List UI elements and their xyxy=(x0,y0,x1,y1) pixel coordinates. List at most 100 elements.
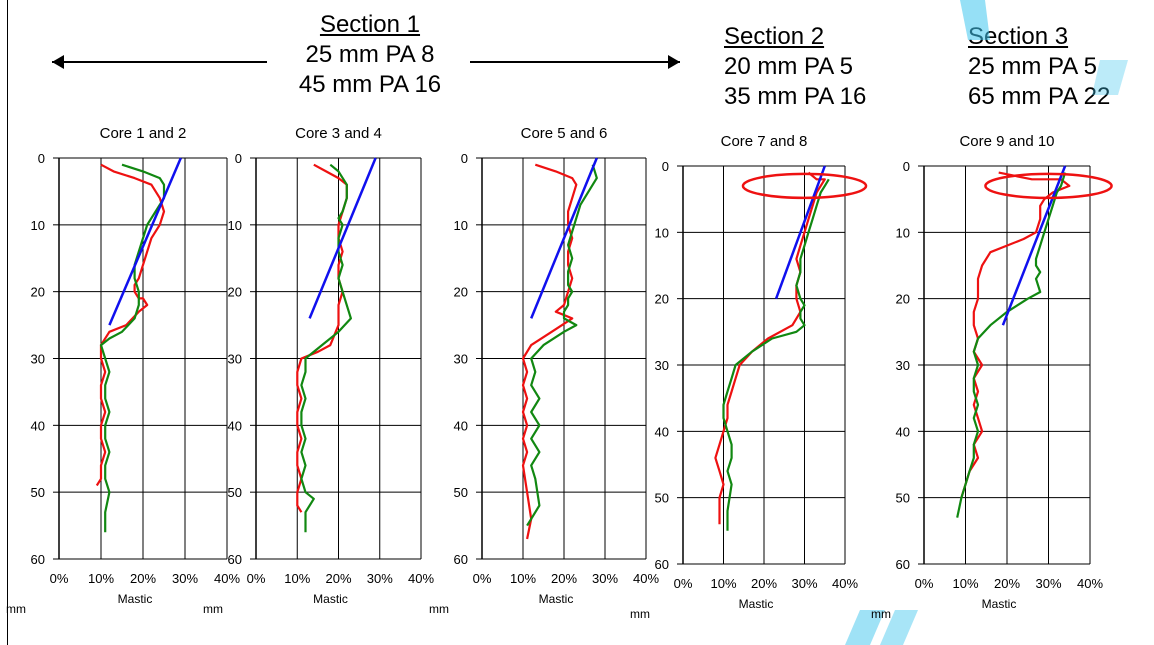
x-axis-label: Mastic xyxy=(739,597,774,611)
y-tick-label: 20 xyxy=(896,292,910,307)
y-tick-label: 60 xyxy=(896,557,910,572)
x-tick-label: 30% xyxy=(791,576,817,591)
x-axis-label: Mastic xyxy=(118,592,153,606)
highlight-ellipse xyxy=(741,172,868,200)
section-1-title: Section 1 xyxy=(319,11,421,38)
series-line-green xyxy=(956,172,1067,518)
y-tick-label: 60 xyxy=(228,552,242,567)
y-tick-label: 60 xyxy=(655,557,669,572)
series-line-red xyxy=(714,171,826,525)
y-tick-label: 50 xyxy=(31,485,45,500)
x-tick-label: 40% xyxy=(832,576,858,591)
x-tick-label: 20% xyxy=(325,571,351,586)
y-tick-label: 30 xyxy=(454,352,468,367)
y-tick-label: 30 xyxy=(896,358,910,373)
section-1-left-arrow xyxy=(52,55,267,69)
y-tick-label: 20 xyxy=(31,285,45,300)
y-tick-label: 50 xyxy=(655,491,669,506)
section-2-header: Section 2 20 mm PA 5 35 mm PA 16 xyxy=(724,22,904,112)
section-1-line-1: 25 mm PA 8 xyxy=(305,41,435,68)
x-tick-label: 0% xyxy=(50,571,69,586)
y-tick-label: 0 xyxy=(38,151,45,166)
x-tick-label: 40% xyxy=(633,571,659,586)
section-1-line-2: 45 mm PA 16 xyxy=(298,71,442,98)
x-tick-label: 10% xyxy=(510,571,536,586)
y-tick-label: 40 xyxy=(896,424,910,439)
y-tick-label: 10 xyxy=(454,218,468,233)
x-tick-label: 0% xyxy=(247,571,266,586)
x-axis-label: Mastic xyxy=(982,597,1017,611)
x-tick-label: 10% xyxy=(952,576,978,591)
x-tick-label: 20% xyxy=(751,576,777,591)
series-line-blue xyxy=(108,157,182,326)
y-tick-label: 10 xyxy=(655,225,669,240)
y-tick-label: 40 xyxy=(454,418,468,433)
y-tick-label: 0 xyxy=(235,151,242,166)
series-line-blue xyxy=(1001,165,1067,326)
y-axis-label: mm xyxy=(871,607,891,621)
y-tick-label: 0 xyxy=(903,159,910,174)
chart-title: Core 1 and 2 xyxy=(100,125,187,142)
section-1-header: Section 1 25 mm PA 8 45 mm PA 16 xyxy=(270,10,470,100)
x-tick-label: 20% xyxy=(551,571,577,586)
y-tick-label: 40 xyxy=(31,418,45,433)
chart-title: Core 5 and 6 xyxy=(521,125,608,142)
section-1-right-arrow xyxy=(470,55,680,69)
y-tick-label: 60 xyxy=(454,552,468,567)
y-axis-label: mm xyxy=(203,602,223,616)
x-tick-label: 10% xyxy=(284,571,310,586)
y-tick-label: 20 xyxy=(655,292,669,307)
x-tick-label: 0% xyxy=(473,571,492,586)
x-tick-label: 40% xyxy=(214,571,240,586)
y-tick-label: 40 xyxy=(228,418,242,433)
chart-title: Core 3 and 4 xyxy=(295,125,382,142)
y-tick-label: 40 xyxy=(655,424,669,439)
section-2-line-1: 20 mm PA 5 xyxy=(724,53,853,80)
x-tick-label: 0% xyxy=(915,576,934,591)
y-axis-label: mm xyxy=(630,607,650,621)
x-tick-label: 30% xyxy=(367,571,393,586)
x-tick-label: 30% xyxy=(172,571,198,586)
y-tick-label: 30 xyxy=(31,352,45,367)
x-tick-label: 40% xyxy=(1077,576,1103,591)
y-tick-label: 60 xyxy=(31,552,45,567)
chart-title: Core 9 and 10 xyxy=(959,133,1054,150)
y-tick-label: 10 xyxy=(896,225,910,240)
y-axis-label: mm xyxy=(429,602,449,616)
x-axis-label: Mastic xyxy=(313,592,348,606)
series-line-blue xyxy=(530,157,598,319)
x-tick-label: 20% xyxy=(994,576,1020,591)
chart-title: Core 7 and 8 xyxy=(721,133,808,150)
x-tick-label: 10% xyxy=(88,571,114,586)
y-tick-label: 0 xyxy=(461,151,468,166)
section-3-line-1: 25 mm PA 5 xyxy=(968,53,1097,80)
series-line-green xyxy=(722,178,830,531)
section-2-title: Section 2 xyxy=(724,23,825,50)
y-tick-label: 50 xyxy=(454,485,468,500)
y-tick-label: 10 xyxy=(228,218,242,233)
x-tick-label: 0% xyxy=(674,576,693,591)
y-tick-label: 10 xyxy=(31,218,45,233)
y-tick-label: 50 xyxy=(228,485,242,500)
y-tick-label: 20 xyxy=(454,285,468,300)
series-line-red xyxy=(960,171,1071,499)
y-axis-label: mm xyxy=(6,602,26,616)
y-tick-label: 50 xyxy=(896,491,910,506)
series-line-red xyxy=(521,163,578,540)
x-tick-label: 30% xyxy=(592,571,618,586)
section-2-line-2: 35 mm PA 16 xyxy=(724,83,867,110)
series-line-red xyxy=(95,163,166,487)
x-tick-label: 20% xyxy=(130,571,156,586)
y-tick-label: 20 xyxy=(228,285,242,300)
y-tick-label: 0 xyxy=(662,159,669,174)
y-tick-label: 30 xyxy=(655,358,669,373)
series-line-blue xyxy=(774,165,826,300)
y-tick-label: 30 xyxy=(228,352,242,367)
x-tick-label: 30% xyxy=(1035,576,1061,591)
section-3-line-2: 65 mm PA 22 xyxy=(968,83,1111,110)
